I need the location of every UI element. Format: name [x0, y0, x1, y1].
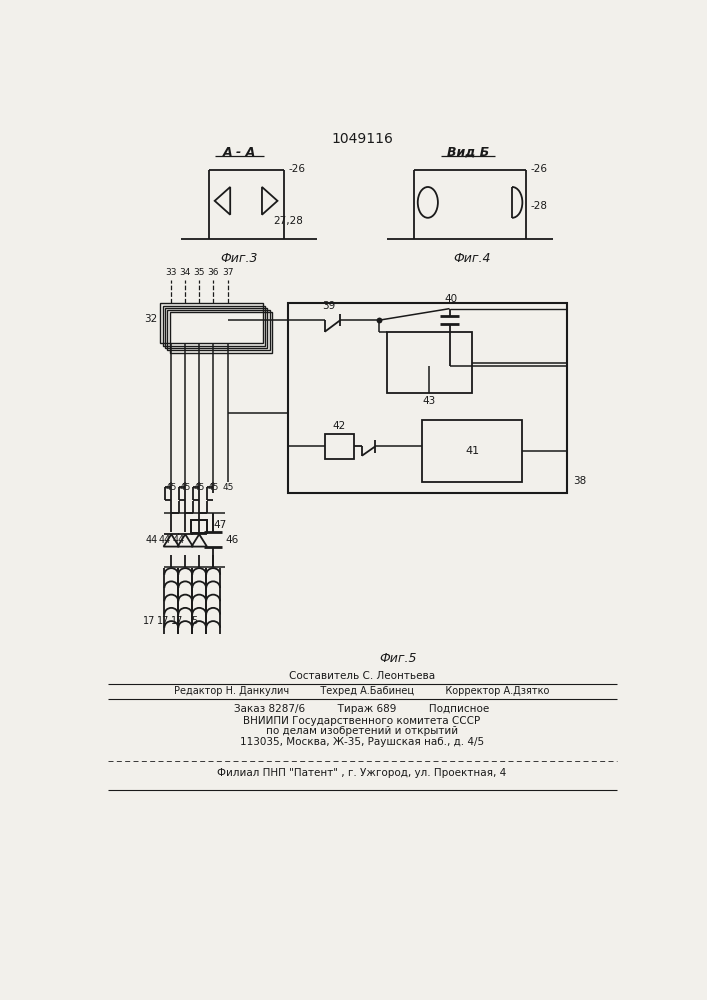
Bar	[325, 434, 354, 459]
Bar	[168, 310, 270, 350]
Text: 44: 44	[159, 535, 171, 545]
Bar	[163, 306, 265, 346]
Text: 45: 45	[180, 483, 191, 492]
Text: 1049116: 1049116	[331, 132, 393, 146]
Bar	[192, 520, 207, 533]
Text: 38: 38	[573, 476, 586, 486]
Text: Редактор Н. Данкулич          Техред А.Бабинец          Корректор А.Дзятко: Редактор Н. Данкулич Техред А.Бабинец Ко…	[174, 686, 549, 696]
Text: ВНИИПИ Государственного комитета СССР: ВНИИПИ Государственного комитета СССР	[243, 716, 481, 726]
Text: Фиг.4: Фиг.4	[453, 252, 491, 265]
Text: 113035, Москва, Ж-35, Раушская наб., д. 4/5: 113035, Москва, Ж-35, Раушская наб., д. …	[240, 737, 484, 747]
Text: 44: 44	[173, 535, 185, 545]
Text: 43: 43	[423, 396, 436, 406]
Text: 45: 45	[194, 483, 205, 492]
Text: -26: -26	[530, 164, 547, 174]
Bar	[501, 185, 513, 219]
Text: 35: 35	[194, 268, 205, 277]
Bar	[387, 332, 472, 393]
Text: 32: 32	[144, 314, 158, 324]
Text: 46: 46	[226, 535, 239, 545]
Text: Фиг.5: Фиг.5	[380, 652, 417, 666]
Text: -28: -28	[530, 201, 547, 211]
Text: 34: 34	[180, 268, 191, 277]
Text: 17: 17	[158, 615, 170, 626]
Text: 17: 17	[171, 615, 184, 626]
Text: Филиал ПНП "Патент" , г. Ужгород, ул. Проектная, 4: Филиал ПНП "Патент" , г. Ужгород, ул. Пр…	[217, 768, 507, 778]
Text: 44: 44	[145, 535, 158, 545]
Text: Фиг.3: Фиг.3	[221, 252, 258, 265]
Bar	[170, 312, 272, 353]
Bar	[160, 303, 263, 343]
Bar	[288, 303, 567, 493]
Text: 39: 39	[322, 301, 335, 311]
Text: 40: 40	[445, 294, 457, 304]
Text: Вид Б: Вид Б	[447, 146, 489, 159]
Text: 45: 45	[165, 483, 177, 492]
Text: Составитель С. Леонтьева: Составитель С. Леонтьева	[289, 671, 435, 681]
Text: по делам изобретений и открытий: по делам изобретений и открытий	[266, 726, 458, 736]
Text: 42: 42	[333, 421, 346, 431]
Bar	[421, 420, 522, 482]
Text: 45: 45	[222, 483, 233, 492]
Text: 36: 36	[207, 268, 219, 277]
Text: 17: 17	[144, 615, 156, 626]
Bar	[192, 520, 207, 533]
Text: 33: 33	[165, 268, 177, 277]
Text: 37: 37	[222, 268, 233, 277]
Text: 5: 5	[192, 615, 198, 626]
Text: 47: 47	[213, 520, 226, 530]
Text: 45: 45	[207, 483, 219, 492]
Text: Заказ 8287/6          Тираж 689          Подписное: Заказ 8287/6 Тираж 689 Подписное	[234, 704, 489, 714]
Bar	[165, 308, 267, 348]
Text: 27,28: 27,28	[273, 216, 303, 226]
Text: А - А: А - А	[223, 146, 256, 159]
Text: 41: 41	[465, 446, 479, 456]
Text: -26: -26	[288, 164, 305, 174]
